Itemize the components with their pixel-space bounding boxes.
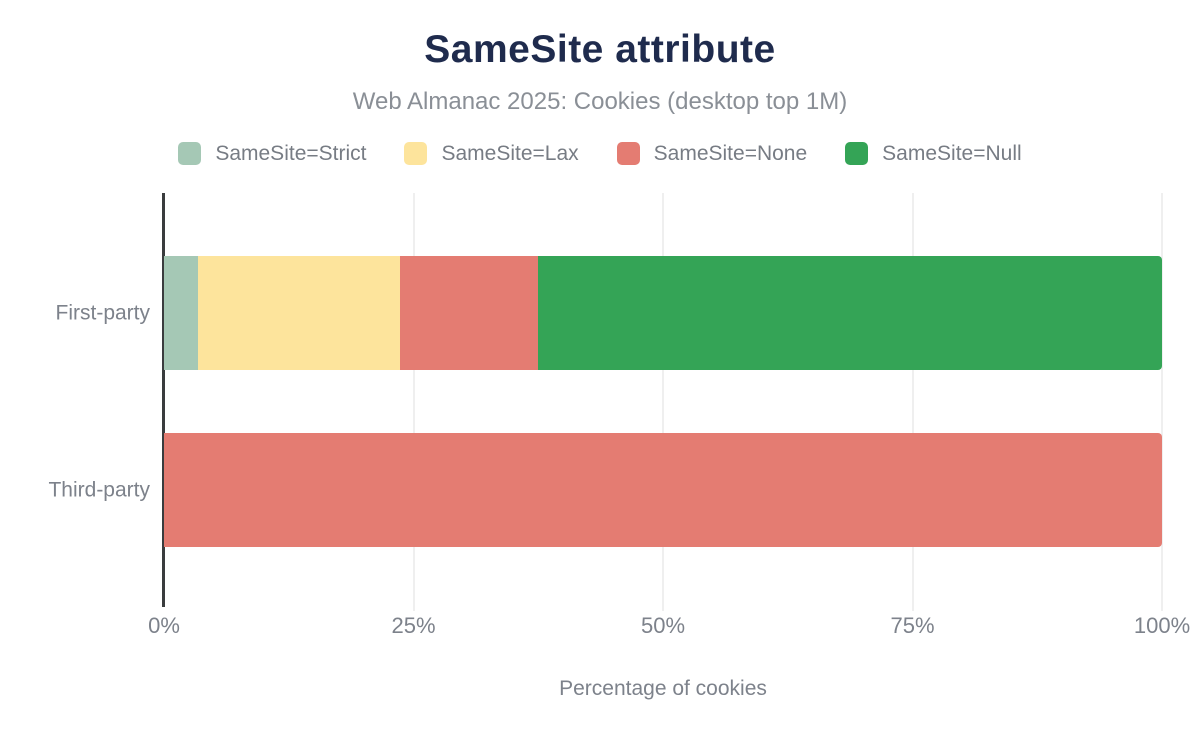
legend-label: SameSite=None (653, 142, 808, 165)
plot-area: 0% 25% 50% 75% 100% (148, 193, 1190, 638)
gridline (911, 193, 914, 612)
legend-swatch-icon (845, 142, 869, 165)
x-axis-title: Percentage of cookies (559, 677, 767, 700)
legend-swatch-icon (404, 142, 428, 165)
legend-item[interactable]: SameSite=Lax (404, 142, 579, 165)
x-tick-label: 100% (1133, 613, 1191, 638)
chart-title: SameSite attribute (424, 28, 776, 71)
legend-label: SameSite=Null (882, 142, 1022, 165)
legend-item[interactable]: SameSite=Null (845, 142, 1022, 165)
gridline (1161, 193, 1163, 612)
bar-segment[interactable] (399, 256, 539, 370)
chart-subtitle: Web Almanac 2025: Cookies (desktop top 1… (352, 88, 848, 115)
bar-row (164, 433, 1162, 547)
legend-item[interactable]: SameSite=None (616, 142, 808, 165)
legend-item[interactable]: SameSite=Strict (178, 142, 366, 165)
legend-swatch-icon (616, 142, 640, 165)
bar-segment[interactable] (538, 256, 1162, 370)
legend-label: SameSite=Strict (215, 142, 367, 165)
gridline (662, 193, 664, 612)
x-tick-label: 75% (890, 613, 935, 638)
legend: SameSite=Strict SameSite=Lax SameSite=None… (0, 142, 1200, 165)
x-tick-label: 25% (391, 613, 436, 638)
bar-row (164, 256, 1162, 370)
legend-swatch-icon (178, 142, 202, 165)
bar-segment[interactable] (197, 256, 400, 370)
y-category-label: First-party (55, 301, 151, 325)
y-category-label: Third-party (48, 478, 150, 502)
gridline (412, 193, 415, 612)
legend-label: SameSite=Lax (441, 142, 579, 165)
x-tick-label: 50% (640, 613, 686, 638)
bar-segment[interactable] (164, 433, 1162, 547)
x-tick-label: 0% (148, 613, 180, 638)
bar-segment[interactable] (164, 256, 198, 370)
y-axis-line (162, 193, 165, 607)
